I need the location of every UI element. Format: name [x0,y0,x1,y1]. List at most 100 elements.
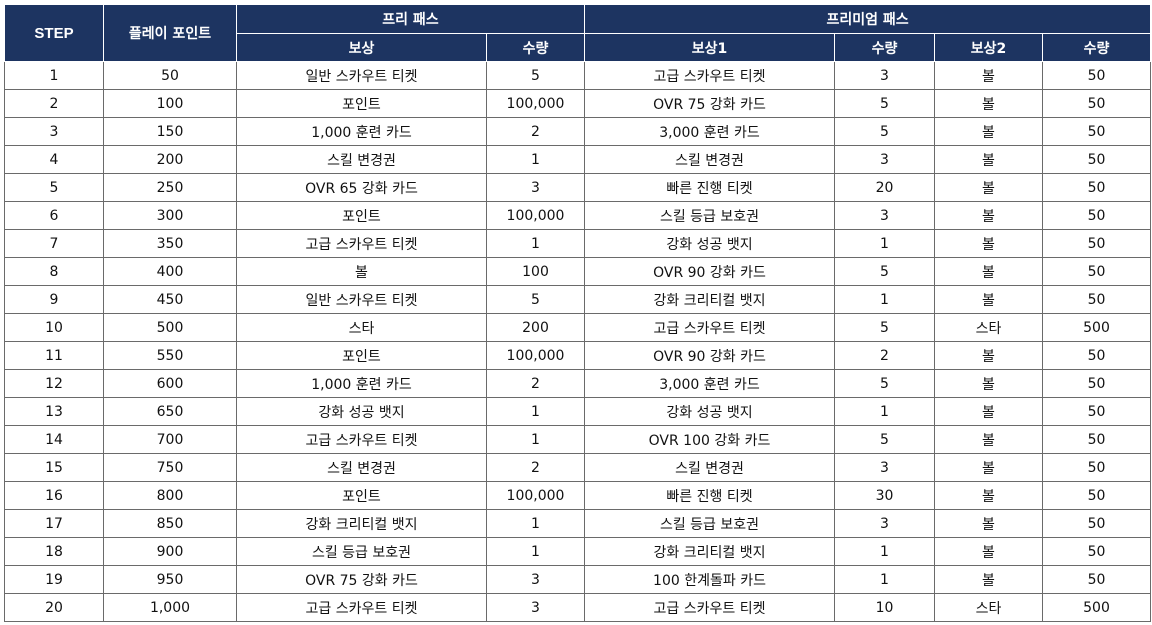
free-reward-cell: 포인트 [236,341,487,370]
step-cell: 18 [4,537,104,566]
step-cell: 6 [4,201,104,230]
premium-qty2-cell: 500 [1041,593,1152,622]
free-qty-cell: 100,000 [486,481,585,510]
points-cell: 150 [103,117,237,146]
free-qty-cell: 1 [486,145,585,174]
premium-reward1-cell: 3,000 훈련 카드 [584,369,835,398]
premium-reward2-cell: 볼 [934,173,1043,202]
premium-reward1-cell: 스킬 등급 보호권 [584,201,835,230]
premium-reward1-cell: 스킬 변경권 [584,453,835,482]
points-cell: 550 [103,341,237,370]
free-reward-cell: 고급 스카우트 티켓 [236,425,487,454]
header-free-qty: 수량 [486,33,585,62]
premium-qty2-cell: 50 [1041,481,1152,510]
free-reward-cell: 스킬 등급 보호권 [236,537,487,566]
points-cell: 800 [103,481,237,510]
step-cell: 13 [4,397,104,426]
premium-qty2-cell: 50 [1041,201,1152,230]
header-step: STEP [4,4,104,62]
premium-reward2-cell: 볼 [934,229,1043,258]
header-premium-reward2: 보상2 [934,33,1043,62]
header-premium-pass: 프리미엄 패스 [583,4,1152,34]
points-cell: 300 [103,201,237,230]
premium-reward2-cell: 볼 [934,257,1043,286]
step-cell: 7 [4,229,104,258]
free-reward-cell: OVR 75 강화 카드 [236,565,487,594]
step-cell: 19 [4,565,104,594]
premium-reward1-cell: OVR 100 강화 카드 [584,425,835,454]
free-qty-cell: 1 [486,397,585,426]
free-reward-cell: 포인트 [236,481,487,510]
step-cell: 1 [4,61,104,90]
table-row: 1 50 일반 스카우트 티켓 5 고급 스카우트 티켓 3 볼 50 [4,61,1152,90]
premium-reward1-cell: 강화 성공 뱃지 [584,397,835,426]
header-premium-qty2: 수량 [1041,33,1152,62]
premium-reward2-cell: 볼 [934,397,1043,426]
table-row: 20 1,000 고급 스카우트 티켓 3 고급 스카우트 티켓 10 스타 500 [4,593,1152,622]
premium-qty1-cell: 30 [834,481,935,510]
step-cell: 2 [4,89,104,118]
premium-reward1-cell: 3,000 훈련 카드 [584,117,835,146]
premium-qty1-cell: 1 [834,285,935,314]
premium-reward1-cell: 고급 스카우트 티켓 [584,593,835,622]
premium-qty1-cell: 3 [834,453,935,482]
premium-qty1-cell: 5 [834,313,935,342]
free-qty-cell: 5 [486,61,585,90]
step-cell: 3 [4,117,104,146]
table-row: 8 400 볼 100 OVR 90 강화 카드 5 볼 50 [4,257,1152,286]
premium-qty1-cell: 3 [834,509,935,538]
premium-reward1-cell: 빠른 진행 티켓 [584,173,835,202]
premium-reward2-cell: 볼 [934,369,1043,398]
header-free-pass: 프리 패스 [236,4,585,34]
premium-qty1-cell: 1 [834,537,935,566]
points-cell: 250 [103,173,237,202]
table-row: 6 300 포인트 100,000 스킬 등급 보호권 3 볼 50 [4,201,1152,230]
premium-reward2-cell: 볼 [934,341,1043,370]
premium-qty2-cell: 50 [1041,425,1152,454]
premium-qty2-cell: 50 [1041,173,1152,202]
free-qty-cell: 1 [486,229,585,258]
free-qty-cell: 3 [486,173,585,202]
free-reward-cell: 일반 스카우트 티켓 [236,61,487,90]
premium-qty2-cell: 50 [1041,89,1152,118]
premium-qty2-cell: 50 [1041,117,1152,146]
header-free-reward: 보상 [236,33,487,62]
points-cell: 700 [103,425,237,454]
header-premium-qty1: 수량 [834,33,935,62]
table-row: 11 550 포인트 100,000 OVR 90 강화 카드 2 볼 50 [4,341,1152,370]
premium-qty1-cell: 1 [834,229,935,258]
step-cell: 15 [4,453,104,482]
points-cell: 450 [103,285,237,314]
table-row: 14 700 고급 스카우트 티켓 1 OVR 100 강화 카드 5 볼 50 [4,425,1152,454]
free-qty-cell: 100 [486,257,585,286]
step-cell: 4 [4,145,104,174]
free-qty-cell: 1 [486,425,585,454]
premium-qty1-cell: 2 [834,341,935,370]
free-reward-cell: 일반 스카우트 티켓 [236,285,487,314]
premium-qty2-cell: 50 [1041,509,1152,538]
points-cell: 200 [103,145,237,174]
step-cell: 5 [4,173,104,202]
premium-reward1-cell: 강화 크리티컬 뱃지 [584,537,835,566]
premium-reward2-cell: 볼 [934,481,1043,510]
table-row: 18 900 스킬 등급 보호권 1 강화 크리티컬 뱃지 1 볼 50 [4,537,1152,566]
free-reward-cell: 1,000 훈련 카드 [236,117,487,146]
premium-reward2-cell: 볼 [934,117,1043,146]
free-reward-cell: 고급 스카우트 티켓 [236,593,487,622]
premium-qty2-cell: 50 [1041,229,1152,258]
premium-reward2-cell: 볼 [934,565,1043,594]
points-cell: 400 [103,257,237,286]
points-cell: 350 [103,229,237,258]
premium-reward2-cell: 스타 [934,593,1043,622]
reward-table: STEP 플레이 포인트 프리 패스 프리미엄 패스 보상 수량 보상1 수량 … [4,4,1152,622]
premium-qty2-cell: 500 [1041,313,1152,342]
table-body: 1 50 일반 스카우트 티켓 5 고급 스카우트 티켓 3 볼 50 2 100 포인트 100,0… [4,61,1152,622]
premium-qty2-cell: 50 [1041,285,1152,314]
free-reward-cell: OVR 65 강화 카드 [236,173,487,202]
free-reward-cell: 스킬 변경권 [236,453,487,482]
table-row: 15 750 스킬 변경권 2 스킬 변경권 3 볼 50 [4,453,1152,482]
table-row: 2 100 포인트 100,000 OVR 75 강화 카드 5 볼 50 [4,89,1152,118]
free-qty-cell: 1 [486,509,585,538]
premium-qty1-cell: 5 [834,369,935,398]
free-qty-cell: 200 [486,313,585,342]
